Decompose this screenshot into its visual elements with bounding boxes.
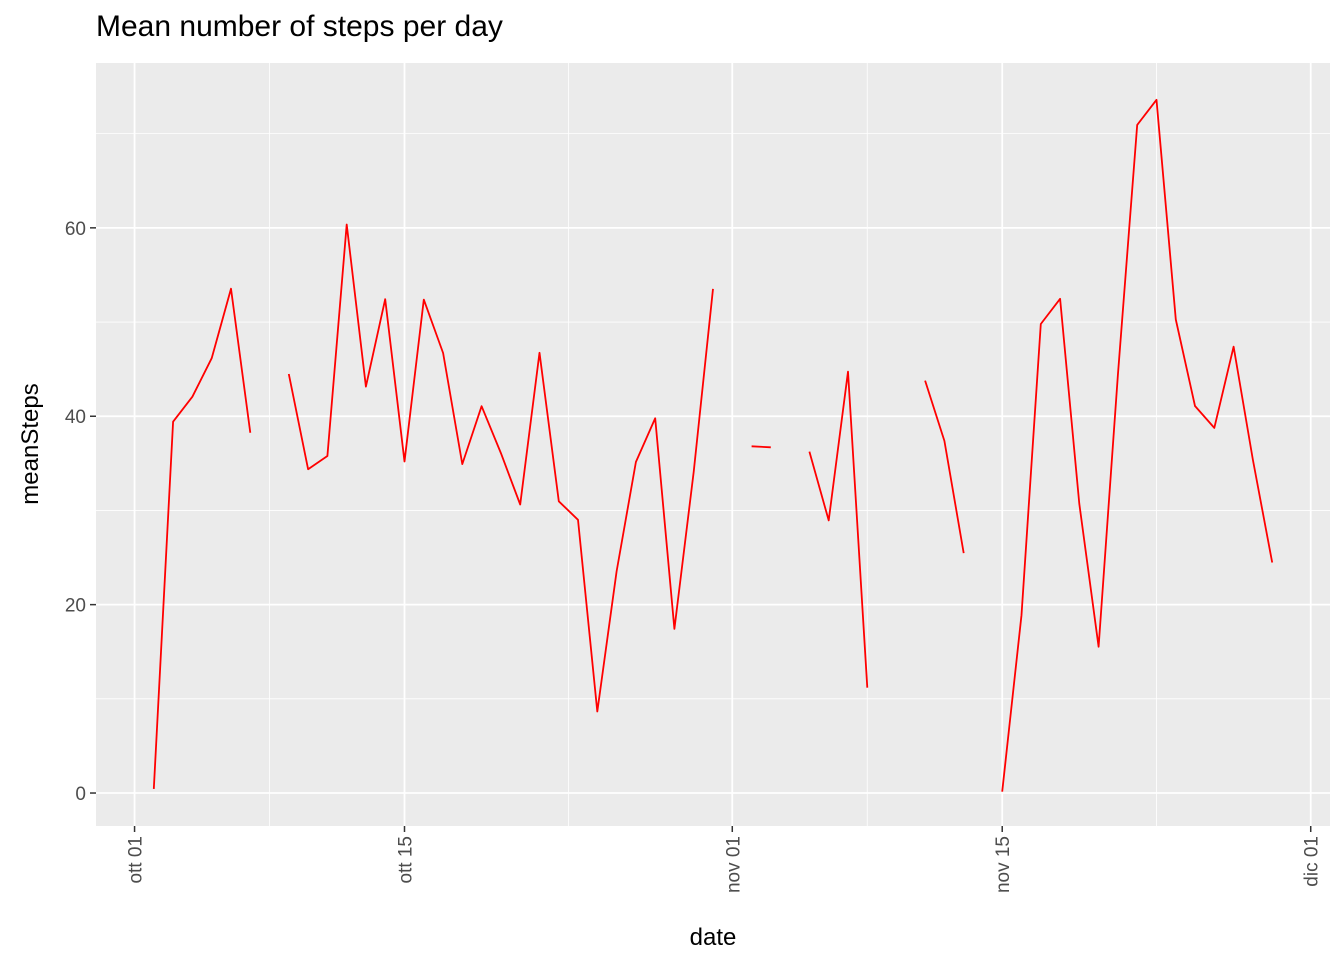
plot-panel bbox=[96, 63, 1330, 826]
chart-title: Mean number of steps per day bbox=[96, 10, 503, 43]
y-tick-label: 20 bbox=[65, 596, 86, 617]
series-line-segment bbox=[808, 370, 869, 688]
data-series bbox=[152, 98, 1274, 792]
y-axis: 0 20 40 60 bbox=[65, 219, 96, 805]
series-line-segment bbox=[924, 380, 965, 554]
y-tick-label: 60 bbox=[65, 219, 86, 240]
x-axis: ott 01 ott 15 nov 01 nov 15 dic 01 bbox=[126, 826, 1323, 893]
x-tick-label: nov 15 bbox=[993, 836, 1014, 893]
y-tick-label: 40 bbox=[65, 407, 86, 428]
x-tick-label: nov 01 bbox=[723, 836, 744, 893]
x-axis-title: date bbox=[690, 924, 737, 951]
x-tick-label: dic 01 bbox=[1302, 836, 1323, 887]
minor-gridlines bbox=[96, 63, 1330, 826]
y-axis-title: meanSteps bbox=[17, 383, 44, 504]
major-gridlines bbox=[96, 63, 1330, 826]
x-tick-label: ott 15 bbox=[396, 836, 417, 884]
y-tick-label: 0 bbox=[75, 784, 86, 805]
series-line-segment bbox=[751, 445, 771, 449]
series-line-segment bbox=[1001, 98, 1274, 792]
x-tick-label: ott 01 bbox=[126, 836, 147, 884]
series-line-segment bbox=[287, 223, 714, 713]
series-line-segment bbox=[152, 287, 252, 789]
